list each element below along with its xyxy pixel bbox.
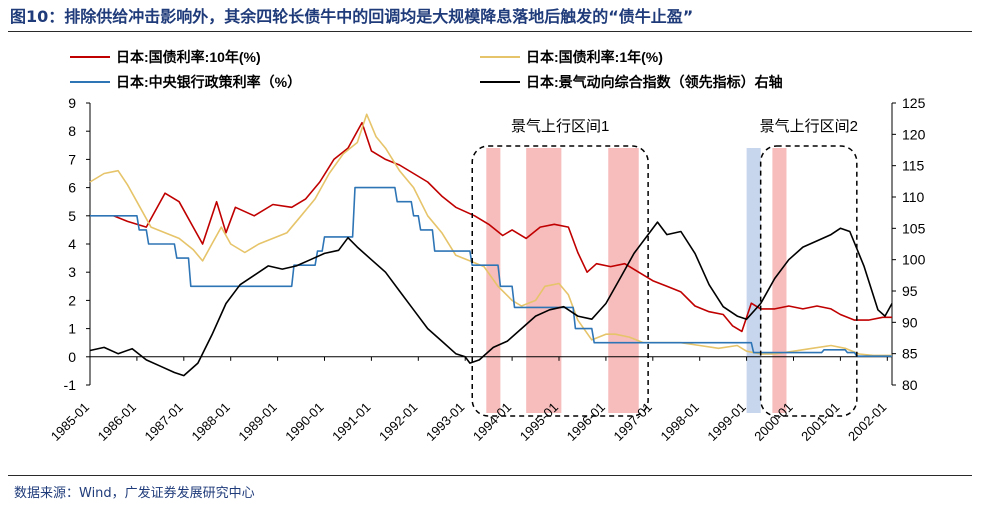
x-tick-label: 1987-01 (142, 400, 186, 444)
x-tick-label: 1990-01 (282, 400, 326, 444)
x-tick-label: 1989-01 (235, 400, 279, 444)
right-tick-label: 120 (902, 126, 926, 142)
right-tick-label: 105 (902, 220, 926, 236)
series-line-2 (89, 113, 892, 357)
annotation-label-2: 景气上行区间2 (760, 118, 858, 135)
left-tick-label: 0 (68, 349, 76, 365)
left-tick-label: 3 (68, 264, 76, 280)
left-tick-label: 7 (68, 151, 76, 167)
x-tick-label: 1998-01 (657, 400, 701, 444)
shaded-band-2 (526, 148, 562, 413)
x-tick-label: 1996-01 (564, 400, 608, 444)
left-tick-label: 5 (68, 208, 76, 224)
shaded-band-5 (772, 148, 787, 413)
right-tick-label: 95 (902, 283, 918, 299)
left-tick-label: 9 (68, 95, 76, 111)
x-tick-label: 1985-01 (48, 400, 92, 444)
right-tick-label: 110 (902, 189, 925, 205)
right-tick-label: 125 (902, 95, 926, 111)
left-tick-label: -1 (64, 377, 77, 393)
chart-legend: 日本:国债利率:10年(%) 日本:国债利率:1年(%) 日本:中央银行政策利率（%… (70, 49, 783, 90)
title-divider (8, 31, 972, 32)
line-chart: -1 0 1 2 3 4 5 6 7 8 9 80 85 90 95 100 105 110 115 120 125 19… (48, 49, 926, 444)
data-source-note: 数据来源：Wind，广发证券发展研究中心 (14, 486, 255, 501)
legend-label-2: 日本:国债利率:1年(%) (526, 49, 663, 65)
legend-label-4: 日本:景气动向综合指数（领先指标）右轴 (526, 74, 783, 90)
left-tick-label: 2 (68, 292, 76, 308)
x-tick-label: 2002-01 (845, 400, 889, 444)
x-tick-label: 1992-01 (376, 400, 420, 444)
right-tick-label: 100 (902, 252, 926, 268)
left-tick-label: 1 (68, 321, 76, 337)
footer-divider (8, 475, 972, 476)
annotation-boxes: 景气上行区间1 景气上行区间2 (471, 118, 858, 417)
right-tick-label: 85 (902, 346, 918, 362)
legend-label-1: 日本:国债利率:10年(%) (116, 49, 261, 65)
shaded-band-4 (746, 148, 761, 413)
legend-label-3: 日本:中央银行政策利率（%） (116, 74, 301, 90)
left-tick-label: 4 (68, 236, 76, 252)
figure-title: 图10：排除供给冲击影响外，其余四轮长债牛中的回调均是大规模降息落地后触发的“债… (10, 7, 694, 26)
shaded-bands (486, 148, 787, 413)
x-tick-label: 1991-01 (329, 400, 373, 444)
left-tick-label: 8 (68, 123, 76, 139)
series-line-1 (113, 121, 892, 333)
x-tick-label: 1999-01 (704, 400, 748, 444)
shaded-band-3 (608, 148, 639, 413)
series-line-3 (90, 186, 892, 357)
x-tick-label: 1986-01 (95, 400, 139, 444)
annotation-label-1: 景气上行区间1 (511, 118, 609, 135)
series-line-4 (89, 221, 893, 377)
x-tick-label: 1988-01 (188, 400, 232, 444)
right-tick-label: 90 (902, 314, 918, 330)
x-tick-label: 1993-01 (423, 400, 467, 444)
left-tick-label: 6 (68, 180, 76, 196)
right-tick-label: 115 (902, 158, 925, 174)
x-tick-label: 2001-01 (798, 400, 842, 444)
series-lines (89, 113, 893, 377)
right-tick-label: 80 (902, 377, 918, 393)
annotation-box-2 (759, 145, 858, 417)
